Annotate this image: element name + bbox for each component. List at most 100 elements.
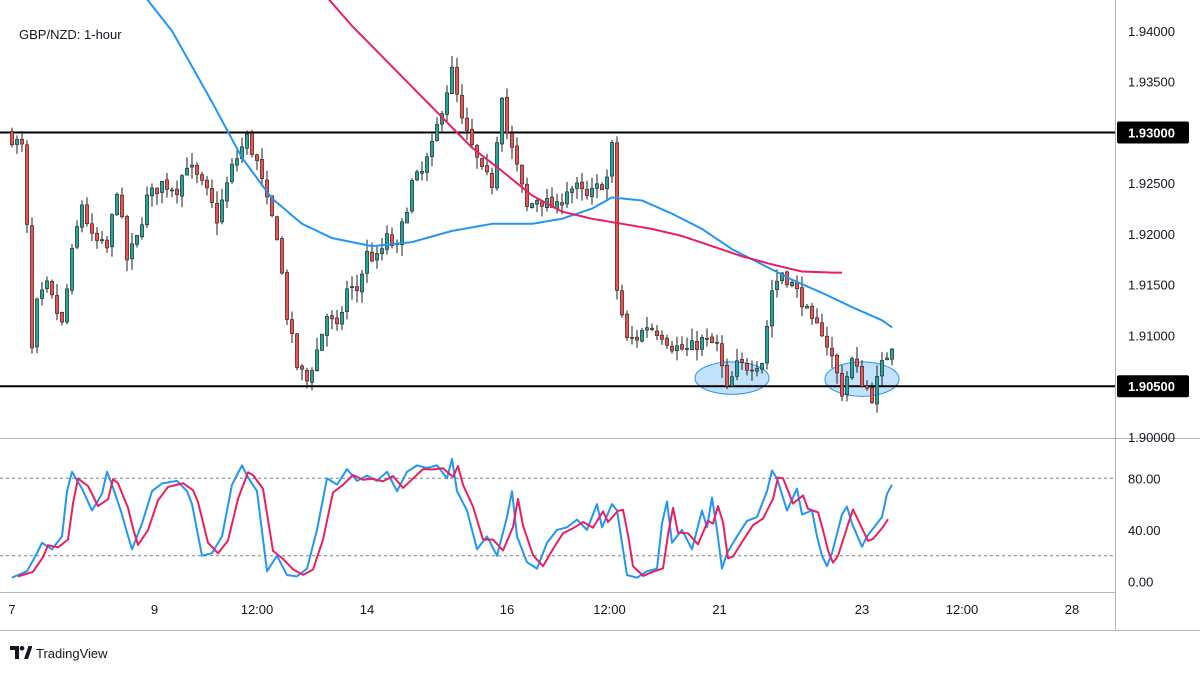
candle-bullish [190, 164, 194, 168]
candle-bullish [75, 226, 79, 248]
candle-bullish [65, 288, 69, 323]
price-tick-label: 1.93500 [1128, 75, 1175, 90]
candle-bullish [405, 212, 409, 224]
candle-bullish [160, 180, 164, 193]
candle-bullish [760, 363, 764, 370]
candle-bearish [485, 165, 489, 173]
candle-bearish [25, 144, 29, 225]
candle-bearish [210, 188, 214, 204]
time-tick-label: 7 [8, 602, 15, 617]
candle-bearish [370, 251, 374, 262]
stoch-tick-label: 0.00 [1128, 575, 1153, 590]
candle-bearish [390, 234, 394, 246]
candle-bullish [180, 175, 184, 197]
candle-bullish [850, 358, 854, 379]
candle-bullish [425, 156, 429, 173]
candle-bullish [430, 140, 434, 157]
candle-bearish [680, 344, 684, 350]
candle-bearish [155, 187, 159, 195]
candle-bearish [820, 322, 824, 337]
candle-bullish [780, 272, 784, 282]
candle-bullish [735, 360, 739, 377]
candle-bearish [470, 128, 474, 145]
candle-bullish [715, 342, 719, 344]
candle-bullish [170, 189, 174, 192]
candle-bearish [580, 181, 584, 190]
candle-bearish [745, 362, 749, 371]
candle-bearish [515, 145, 519, 165]
candle-bearish [810, 305, 814, 319]
candle-bearish [750, 369, 754, 372]
candle-bearish [855, 358, 859, 367]
candle-bearish [650, 327, 654, 330]
time-axis[interactable]: 7 9 12:00 14 16 12:00 21 23 12:00 28 [8, 602, 1079, 617]
time-tick-label: 12:00 [593, 602, 626, 617]
candle-bullish [150, 187, 154, 197]
candle-bearish [290, 319, 294, 334]
stochastic-d-line [17, 465, 889, 578]
level-price-tag [1117, 121, 1189, 144]
candle-bullish [775, 280, 779, 291]
candle-bullish [630, 337, 634, 339]
candle-bullish [110, 214, 114, 248]
candle-bullish [530, 203, 534, 208]
candle-bearish [30, 225, 34, 349]
candle-bullish [130, 243, 134, 260]
candle-bullish [445, 92, 449, 115]
moving-averages [146, 0, 893, 329]
candle-bearish [510, 132, 514, 148]
candle-bearish [275, 216, 279, 241]
candle-bullish [420, 170, 424, 174]
candle-bearish [625, 313, 629, 338]
candle-bullish [245, 133, 249, 149]
candle-bullish [700, 337, 704, 350]
time-tick-label: 21 [712, 602, 726, 617]
candle-bullish [365, 251, 369, 274]
candle-bullish [705, 338, 709, 340]
candle-bearish [95, 232, 99, 241]
candle-bearish [260, 159, 264, 179]
candle-bearish [520, 164, 524, 185]
stochastic-k-line [11, 457, 893, 579]
candle-bullish [435, 124, 439, 141]
candle-bearish [195, 165, 199, 175]
time-tick-label: 16 [500, 602, 514, 617]
candle-bullish [235, 158, 239, 166]
level-price-tag [1117, 375, 1189, 398]
candle-bullish [640, 330, 644, 342]
candle-bearish [615, 142, 619, 291]
candle-bearish [505, 96, 509, 134]
candle-bullish [80, 204, 84, 228]
candle-bearish [105, 239, 109, 249]
candle-bullish [40, 289, 44, 299]
candle-bearish [250, 132, 254, 155]
candle-bearish [215, 202, 219, 224]
candle-bearish [860, 365, 864, 387]
footer[interactable]: TradingView [10, 642, 108, 664]
moving-average-blue-line [146, 0, 893, 329]
stoch-tick-label: 40.00 [1128, 523, 1161, 538]
candle-bullish [730, 376, 734, 387]
level-tags: 1.93000 1.90500 [1117, 121, 1189, 398]
candle-bullish [410, 180, 414, 212]
candle-bullish [230, 163, 234, 182]
candle-bearish [685, 348, 689, 350]
candle-bullish [350, 286, 354, 288]
candle-bearish [600, 184, 604, 191]
candle-bullish [880, 360, 884, 377]
candle-bullish [340, 311, 344, 325]
candle-bearish [295, 333, 299, 368]
candle-bullish [690, 340, 694, 350]
chart-title: GBP/NZD: 1-hour [19, 27, 122, 42]
candle-bullish [765, 326, 769, 364]
candle-bullish [15, 139, 19, 145]
stochastic-axis[interactable]: 0.00 40.00 80.00 [1128, 471, 1161, 589]
candle-bullish [645, 327, 649, 331]
candle-bullish [790, 282, 794, 286]
candle-bearish [335, 317, 339, 325]
candle-bearish [635, 336, 639, 341]
candle-bearish [300, 365, 304, 370]
candle-bullish [500, 97, 504, 145]
candle-bullish [575, 182, 579, 189]
